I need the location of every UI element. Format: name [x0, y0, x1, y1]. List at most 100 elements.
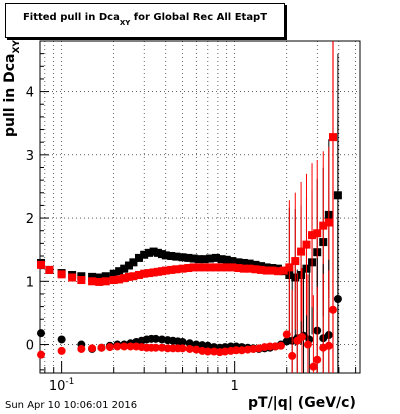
square-point	[239, 264, 248, 273]
circle-point	[232, 346, 241, 355]
chart-title: Fitted pull in DcaXY for Global Rec All …	[6, 12, 284, 27]
y-axis-label: pull in DcaXY	[2, 40, 22, 137]
grid	[40, 41, 360, 373]
square-point	[200, 255, 209, 264]
square-point	[285, 263, 294, 272]
title-prefix: Fitted pull in Dca	[22, 12, 120, 23]
square-point	[178, 264, 187, 273]
square-point	[268, 266, 277, 275]
circle-point	[276, 341, 285, 350]
square-point	[140, 250, 149, 259]
square-point	[115, 267, 124, 276]
y-tick-label: 3	[26, 149, 34, 164]
square-point	[167, 265, 176, 274]
square-point	[153, 267, 162, 276]
square-point	[200, 263, 209, 272]
square-point	[302, 240, 311, 249]
y-label-subscript: XY	[12, 40, 22, 54]
square-point	[167, 252, 176, 261]
square-point	[194, 263, 203, 272]
square-point	[134, 253, 143, 262]
y-tick-label: 1	[26, 275, 34, 290]
circle-point	[288, 351, 297, 360]
square-point	[184, 253, 193, 262]
square-point	[297, 247, 306, 256]
square-point	[291, 257, 300, 266]
square-point	[129, 272, 138, 281]
square-point	[189, 263, 198, 272]
circle-point	[105, 343, 114, 352]
square-point	[205, 254, 214, 263]
marks	[36, 41, 342, 373]
square-point	[257, 265, 266, 274]
square-point	[115, 275, 124, 284]
square-point	[222, 263, 231, 272]
x-tick-label: 1	[231, 379, 239, 394]
square-point	[205, 263, 214, 272]
circle-point	[77, 344, 86, 353]
circle-point	[36, 329, 45, 338]
y-tick-label: 2	[26, 212, 34, 227]
circle-point	[313, 355, 322, 364]
circle-point	[57, 346, 66, 355]
square-point	[279, 266, 288, 275]
circle-point	[57, 335, 66, 344]
square-point	[211, 253, 220, 262]
circle-point	[151, 334, 160, 343]
square-point	[222, 255, 231, 264]
circle-point	[178, 344, 187, 353]
square-point	[239, 258, 248, 267]
circle-point	[185, 339, 194, 348]
square-point	[184, 264, 193, 273]
square-point	[217, 263, 226, 272]
square-point	[36, 260, 45, 269]
square-point	[324, 218, 333, 227]
square-point	[245, 264, 254, 273]
square-point	[140, 269, 149, 278]
square-point	[217, 255, 226, 264]
circle-point	[120, 342, 129, 351]
y-tick-label: 4	[26, 86, 34, 101]
title-box: Fitted pull in DcaXY for Global Rec All …	[5, 3, 285, 38]
square-point	[211, 263, 220, 272]
square-point	[149, 268, 158, 277]
square-point	[274, 267, 283, 276]
square-point	[308, 231, 317, 240]
square-point	[95, 273, 104, 282]
circle-point	[88, 344, 97, 353]
x-axis-label: pT/|q| (GeV/c)	[248, 395, 356, 411]
square-point	[194, 255, 203, 264]
circle-point	[36, 350, 45, 359]
square-point	[251, 265, 260, 274]
circle-point	[185, 344, 194, 353]
circle-point	[203, 347, 212, 356]
square-point	[68, 273, 77, 282]
square-point	[88, 277, 97, 286]
circle-point	[126, 342, 135, 351]
square-point	[134, 270, 143, 279]
square-point	[45, 265, 54, 274]
square-point	[57, 270, 66, 279]
square-point	[124, 272, 133, 281]
square-point	[95, 277, 104, 286]
square-point	[145, 269, 154, 278]
circle-point	[151, 343, 160, 352]
square-point	[262, 266, 271, 275]
square-point	[120, 264, 129, 273]
square-point	[251, 260, 260, 269]
circle-point	[203, 341, 212, 350]
circle-point	[324, 341, 333, 350]
square-point	[228, 257, 237, 266]
square-point	[129, 258, 138, 267]
plot-frame	[39, 40, 361, 374]
y-tick-label: 0	[26, 339, 34, 354]
circle-point	[282, 330, 291, 339]
square-point	[88, 272, 97, 281]
square-point	[234, 264, 243, 273]
y-label-prefix: pull in Dca	[2, 53, 18, 137]
circle-point	[298, 332, 307, 341]
square-point	[178, 253, 187, 262]
square-point	[124, 261, 133, 270]
square-point	[161, 251, 170, 260]
